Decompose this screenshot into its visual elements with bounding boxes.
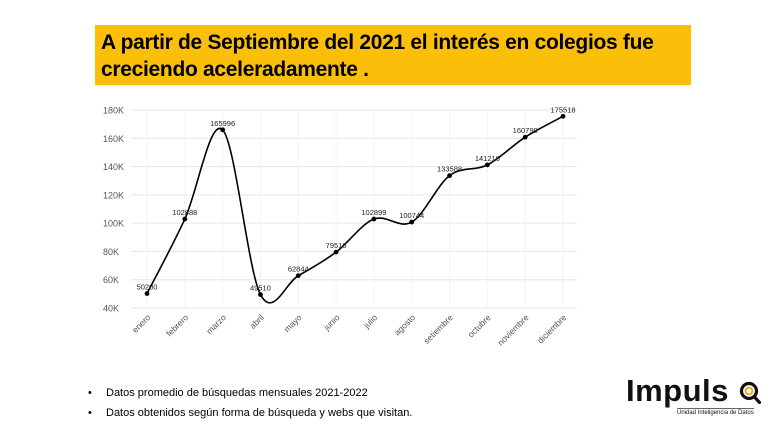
data-label: 102888	[172, 208, 197, 217]
slide-title-line-2: creciendo aceleradamente .	[101, 58, 369, 81]
data-label: 141210	[475, 154, 500, 163]
x-tick-label: julio	[361, 312, 380, 331]
x-tick-label: mayo	[282, 312, 304, 334]
x-tick-label: setiembre	[421, 312, 455, 346]
data-point	[333, 249, 339, 255]
logo-word: Impuls	[626, 373, 729, 408]
data-point	[220, 127, 226, 133]
slide-title-line-1: A partir de Septiembre del 2021 el inter…	[101, 31, 654, 54]
y-tick-label: 120K	[103, 190, 124, 200]
chart-canvas: 40K 60K 80K 100K 120K 140K 160K 180K 50200 102888…	[103, 105, 577, 347]
y-tick-label: 180K	[103, 106, 124, 116]
y-tick-label: 100K	[103, 219, 124, 229]
y-tick-label: 160K	[103, 134, 124, 144]
x-tick-label: junio	[321, 312, 342, 333]
note-item: • Datos obtenidos según forma de búsqueda…	[88, 405, 412, 425]
magnifier-q-icon	[739, 381, 761, 404]
line-chart: 40K 60K 80K 100K 120K 140K 160K 180K 50200 102888…	[95, 98, 585, 356]
y-tick-label: 40K	[103, 304, 119, 314]
bullet-icon: •	[88, 407, 92, 419]
x-tick-label: noviembre	[495, 312, 530, 347]
data-point	[258, 292, 263, 297]
data-point	[371, 216, 377, 222]
impulso-logo: Impuls Unidad Inteligencia de Datos	[626, 374, 766, 420]
data-label: 49510	[250, 284, 271, 293]
data-label: 102899	[361, 208, 386, 217]
data-point	[484, 162, 490, 168]
data-label: 175518	[550, 105, 575, 114]
note-text: Datos obtenidos según forma de búsqueda …	[106, 407, 413, 419]
x-tick-label: agosto	[392, 312, 417, 337]
data-label: 133588	[437, 165, 462, 174]
data-point	[295, 273, 301, 279]
logo-subtitle: Unidad Inteligencia de Datos	[677, 408, 754, 416]
data-point	[144, 291, 150, 296]
note-item: • Datos promedio de búsquedas mensuales 2…	[88, 385, 412, 405]
data-label: 79516	[326, 241, 347, 250]
bullet-icon: •	[88, 387, 92, 399]
data-point	[560, 113, 566, 119]
note-text: Datos promedio de búsquedas mensuales 20…	[106, 387, 368, 399]
y-tick-label: 140K	[103, 162, 124, 172]
x-tick-label: marzo	[204, 312, 228, 336]
x-tick-label: enero	[130, 312, 153, 335]
data-point	[522, 134, 528, 140]
series-line	[146, 115, 564, 304]
data-label: 165996	[210, 119, 235, 128]
data-point	[409, 219, 415, 225]
y-tick-label: 60K	[103, 275, 119, 285]
data-label: 62844	[288, 265, 309, 274]
x-tick-label: abril	[247, 312, 266, 331]
x-tick-label: febrero	[164, 312, 190, 338]
data-point	[447, 173, 452, 179]
slide-title: A partir de Septiembre del 2021 el inter…	[95, 25, 691, 85]
x-tick-label: octubre	[466, 312, 493, 339]
data-label: 100744	[399, 211, 424, 220]
y-tick-label: 80K	[103, 247, 119, 257]
x-tick-label: diciembre	[535, 312, 568, 345]
data-label: 50200	[137, 283, 158, 292]
data-label: 160799	[513, 126, 538, 135]
data-point	[182, 216, 188, 222]
notes-list: • Datos promedio de búsquedas mensuales 2…	[88, 385, 412, 425]
